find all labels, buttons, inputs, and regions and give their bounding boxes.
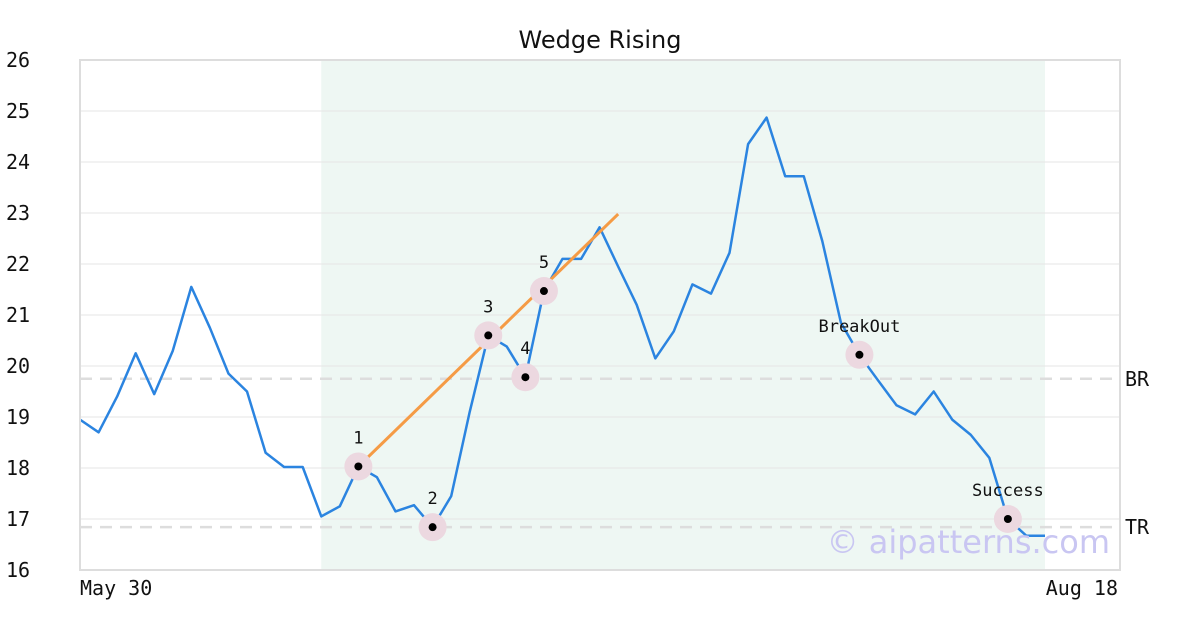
- y-tick-label: 23: [6, 201, 30, 225]
- chart-title: Wedge Rising: [519, 26, 682, 54]
- y-tick-label: 22: [6, 252, 30, 276]
- y-tick-label: 17: [6, 507, 30, 531]
- y-tick-label: 16: [6, 558, 30, 582]
- y-tick-label: 21: [6, 303, 30, 327]
- point-marker-2: [428, 523, 437, 532]
- x-tick-start: May 30: [80, 576, 152, 600]
- point-marker-success: [1003, 515, 1012, 523]
- point-label-1: 1: [353, 428, 363, 448]
- plot-frame: [79, 59, 1121, 571]
- point-marker-5: [539, 287, 548, 296]
- point-label-2: 2: [427, 489, 437, 509]
- price-series-line: [79, 116, 1045, 538]
- point-marker-1: [354, 462, 363, 471]
- point-label-breakout: BreakOut: [818, 317, 900, 337]
- y-tick-label: 19: [6, 405, 30, 429]
- point-label-3: 3: [483, 297, 493, 317]
- y-tick-label: 20: [6, 354, 30, 378]
- point-label-4: 4: [520, 339, 530, 359]
- level-label-br: BR: [1125, 367, 1150, 391]
- point-marker-3: [484, 331, 493, 340]
- point-marker-breakout: [855, 350, 864, 359]
- level-label-tr: TR: [1125, 515, 1150, 539]
- point-marker-4: [521, 373, 530, 382]
- watermark: © aipatterns.com: [827, 523, 1110, 561]
- y-tick-label: 26: [6, 48, 30, 72]
- y-tick-label: 25: [6, 99, 30, 123]
- y-tick-label: 18: [6, 456, 30, 480]
- y-tick-label: 24: [6, 150, 30, 174]
- x-tick-end: Aug 18: [1046, 576, 1118, 600]
- point-label-success: Success: [972, 481, 1044, 501]
- point-label-5: 5: [539, 253, 549, 273]
